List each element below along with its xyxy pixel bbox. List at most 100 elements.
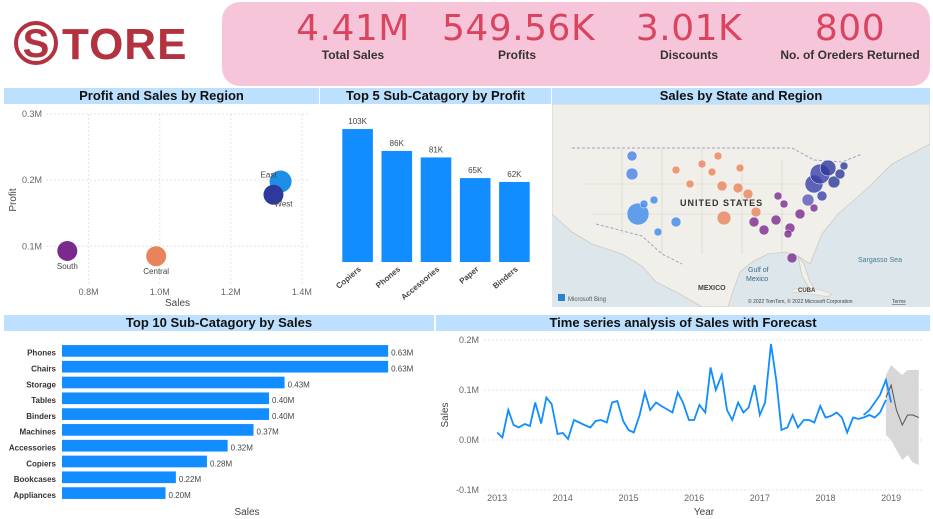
map-bubble xyxy=(786,252,798,264)
map-bubble xyxy=(742,188,754,200)
north-america-land xyxy=(552,104,930,307)
bar-value-label: 0.20M xyxy=(169,491,192,500)
x-axis-label: Year xyxy=(694,507,715,518)
kpi-total-sales[interactable]: 4.41M Total Sales xyxy=(288,8,418,62)
category-label: Accessories xyxy=(399,264,441,302)
bar-value-label: 0.43M xyxy=(288,380,311,389)
category-label: Chairs xyxy=(31,365,56,374)
bar-value-label: 0.63M xyxy=(391,365,414,374)
timeseries-chart[interactable]: -0.1M 0.0M 0.1M 0.2M 2013 2014 2015 2016 2017 201… xyxy=(436,333,930,519)
bar-value-label: 0.32M xyxy=(231,444,254,453)
x-tick-label: 2014 xyxy=(553,493,573,503)
kpi-band: 4.41M Total Sales 549.56K Profits 3.01K … xyxy=(222,2,930,86)
map-bubble xyxy=(801,193,815,207)
bar-value-label: 0.28M xyxy=(210,459,233,468)
bar xyxy=(62,376,285,389)
map-bubble xyxy=(685,179,695,189)
x-axis-label: Sales xyxy=(165,298,190,309)
map-bubble xyxy=(794,208,806,220)
kpi-value: 800 xyxy=(814,8,886,49)
y-axis-label: Profit xyxy=(8,188,19,212)
bar10-panel-title: Top 10 Sub-Catagory by Sales xyxy=(4,315,434,331)
bar xyxy=(381,150,413,262)
bar-value-label: 0.40M xyxy=(272,396,295,405)
map-bubble xyxy=(839,161,849,171)
map-bubble xyxy=(809,203,819,213)
map-bubble xyxy=(834,168,846,180)
map-brand: Microsoft Bing xyxy=(568,297,606,303)
bar-value-label: 81K xyxy=(429,145,444,154)
map-bubble xyxy=(626,202,650,226)
bar-value-label: 62K xyxy=(507,170,522,179)
category-label: Storage xyxy=(26,380,56,389)
scatter-point xyxy=(57,240,78,261)
map-bubble xyxy=(735,163,745,173)
top10-sales-chart[interactable]: Phones 0.63M Chairs 0.63M Storage 0.43M Tables… xyxy=(4,333,434,519)
map-bubble xyxy=(816,190,828,202)
sales-map[interactable]: UNITED STATES MEXICO Gulf of Mexico Sarg… xyxy=(552,104,930,307)
bar-value-label: 0.37M xyxy=(257,428,280,437)
bar xyxy=(62,360,389,373)
map-bubble xyxy=(758,224,770,236)
map-bubble xyxy=(819,159,837,177)
y-axis-label: Sales xyxy=(440,402,451,427)
category-label: Phones xyxy=(27,349,56,358)
map-bubble xyxy=(639,199,649,209)
x-tick-label: 0.8M xyxy=(79,287,99,297)
map-bubble xyxy=(827,175,841,189)
x-tick-label: 1.0M xyxy=(150,287,170,297)
border-us-mexico xyxy=(595,223,683,265)
category-label: Copiers xyxy=(26,459,56,468)
bar-value-label: 0.63M xyxy=(391,349,414,358)
x-tick-label: 2019 xyxy=(881,493,901,503)
map-bubble xyxy=(707,167,717,177)
bar-value-label: 0.22M xyxy=(179,475,202,484)
top5-profit-chart[interactable]: 103K Copiers 86K Phones 81K Accessories 65K Pap… xyxy=(320,104,551,310)
kpi-value: 3.01K xyxy=(635,8,743,49)
forecast-band xyxy=(885,365,919,465)
logo-letter: S xyxy=(23,22,50,66)
kpi-discounts[interactable]: 3.01K Discounts xyxy=(622,8,756,62)
x-axis-label: Sales xyxy=(234,507,259,518)
map-bubbles xyxy=(625,150,849,264)
map-bubble xyxy=(748,216,760,228)
bing-logo-icon xyxy=(558,294,565,301)
kpi-orders-returned[interactable]: 800 No. of Oreders Returned xyxy=(776,8,924,62)
kpi-value: 4.41M xyxy=(296,8,410,49)
ts-panel-title: Time series analysis of Sales with Forec… xyxy=(436,315,930,331)
x-tick-label: 2013 xyxy=(487,493,507,503)
map-label-gulf2: Mexico xyxy=(746,276,768,283)
point-label: South xyxy=(57,262,78,271)
category-label: Machines xyxy=(20,428,57,437)
bar xyxy=(62,408,270,420)
map-label-gulf1: Gulf of xyxy=(748,267,769,274)
bar xyxy=(62,392,270,405)
kpi-label: Profits xyxy=(497,48,536,62)
bar5-panel-title: Top 5 Sub-Catagory by Profit xyxy=(320,88,551,104)
scatter-point xyxy=(263,184,284,205)
kpi-profits[interactable]: 549.56K Profits xyxy=(442,8,595,62)
bar xyxy=(62,424,254,436)
bar-value-label: 0.40M xyxy=(272,412,295,421)
border-us-canada xyxy=(572,147,863,163)
scatter-chart[interactable]: 0.1M 0.2M 0.3M 0.8M 1.0M 1.2M 1.4M Sales Profit S… xyxy=(4,104,319,310)
map-terms-link: Terms xyxy=(892,299,906,305)
map-bubble xyxy=(716,180,728,192)
map-attribution: © 2022 TomTom, © 2022 Microsoft Corporat… xyxy=(748,298,853,305)
map-bubble xyxy=(671,165,681,175)
category-label: Bookcases xyxy=(14,475,57,484)
overlay-line xyxy=(863,376,893,416)
y-tick-label: 0.1M xyxy=(22,241,42,251)
category-label: Phones xyxy=(374,264,402,290)
y-tick-label: 0.3M xyxy=(22,109,42,119)
category-label: Paper xyxy=(458,265,481,286)
bar-value-label: 86K xyxy=(390,139,405,148)
map-bubble xyxy=(653,227,663,237)
bar xyxy=(342,129,373,262)
y-tick-label: 0.1M xyxy=(459,385,479,395)
kpi-label: No. of Oreders Returned xyxy=(780,48,920,62)
map-label-cuba: CUBA xyxy=(798,288,816,294)
x-tick-label: 1.2M xyxy=(221,287,241,297)
bar xyxy=(420,157,452,262)
